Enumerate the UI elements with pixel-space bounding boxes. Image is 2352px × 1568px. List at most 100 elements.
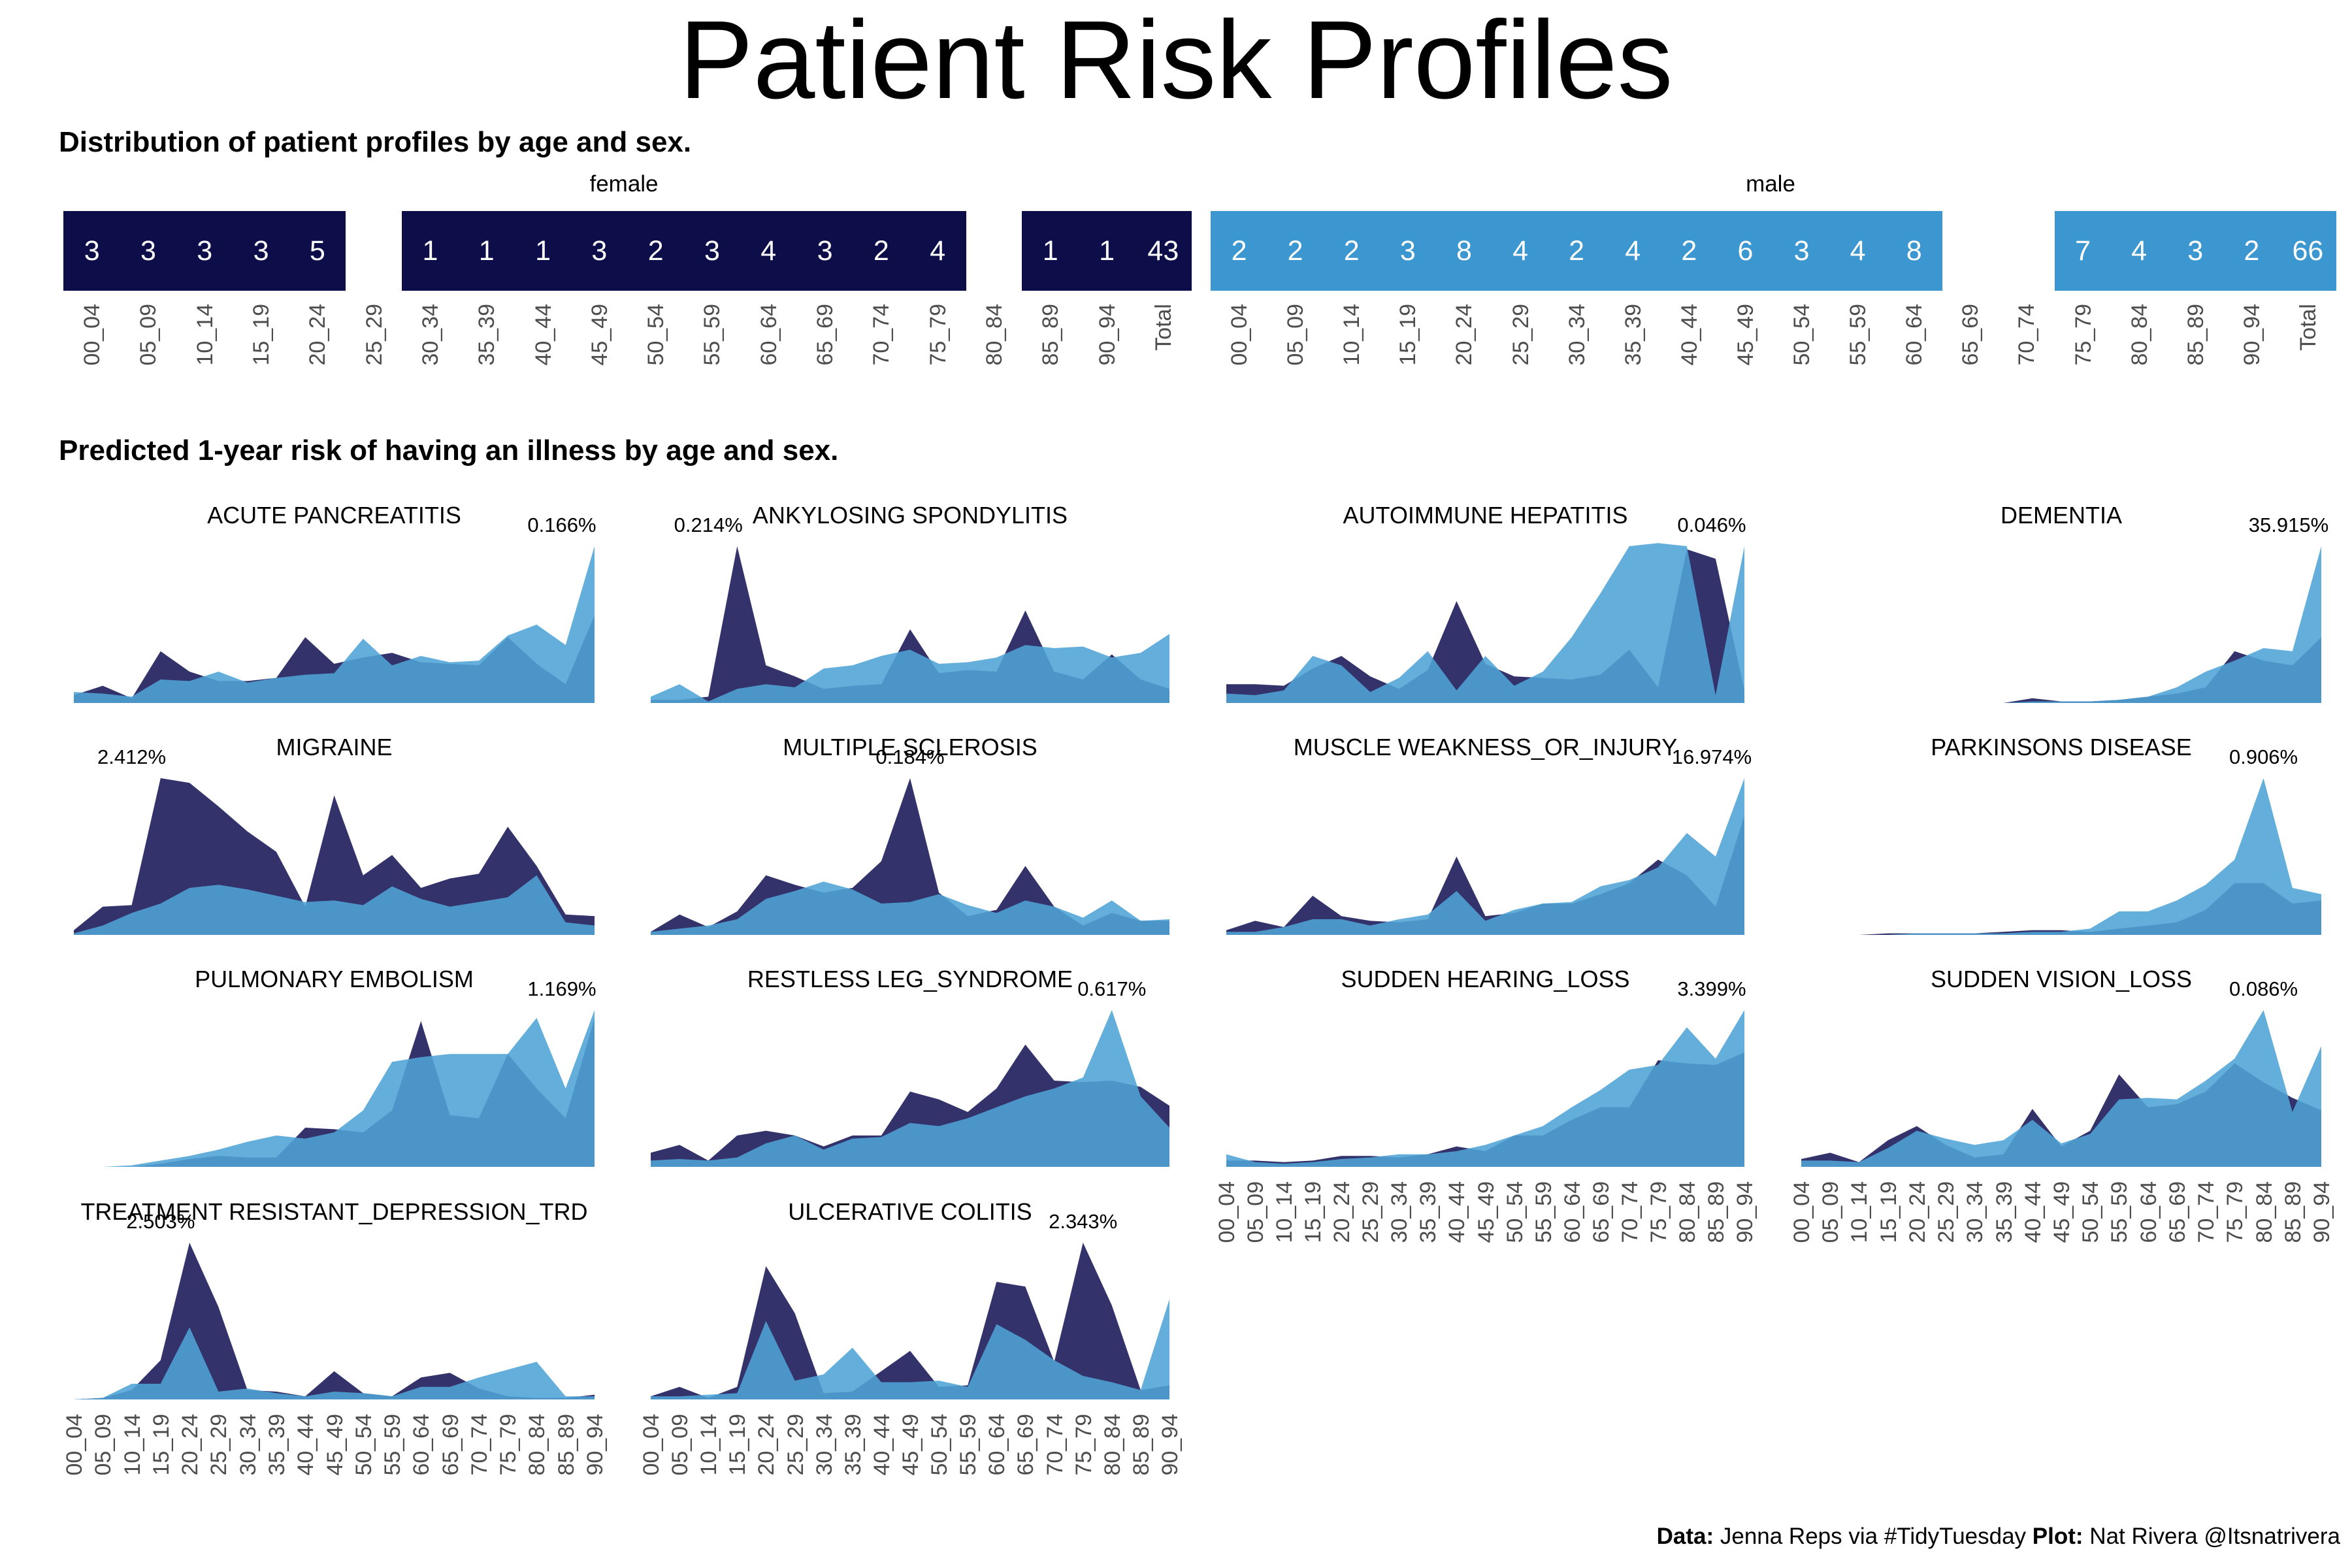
female-age-tick: 60_64: [756, 304, 781, 366]
age-axis-tick: 85_89: [553, 1414, 579, 1476]
female-count-cell: 3: [176, 211, 233, 291]
panel-title: AUTOIMMUNE HEPATITIS: [1343, 502, 1628, 529]
female-count-cell: 4: [909, 211, 966, 291]
female-age-tick: 25_29: [361, 304, 387, 366]
male-risk-area: [74, 1327, 595, 1399]
male-count-cell: 4: [2110, 211, 2168, 291]
page-title: Patient Risk Profiles: [679, 0, 1673, 122]
panel-title: TREATMENT RESISTANT_DEPRESSION_TRD: [80, 1198, 588, 1225]
male-age-tick: 50_54: [1789, 304, 1815, 366]
male-age-tick: 40_44: [1676, 304, 1702, 366]
age-axis-tick: 45_49: [898, 1414, 923, 1476]
max-risk-label: 1.169%: [527, 977, 596, 1000]
female-age-tick: Total: [1151, 304, 1176, 351]
age-axis-tick: 05_09: [91, 1414, 116, 1476]
female-count-cell: 4: [740, 211, 797, 291]
age-axis-tick: 65_69: [1013, 1414, 1039, 1476]
male-count-cell: 7: [2054, 211, 2112, 291]
female-age-tick: 15_19: [249, 304, 274, 366]
male-label: male: [1746, 171, 1795, 197]
male-risk-area: [74, 875, 595, 935]
panel-title: ULCERATIVE COLITIS: [788, 1198, 1032, 1225]
age-axis-tick: 20_24: [1330, 1181, 1355, 1243]
panel-title: SUDDEN HEARING_LOSS: [1341, 966, 1630, 992]
age-axis-tick: 20_24: [178, 1414, 203, 1476]
female-count-cell: 3: [120, 211, 177, 291]
age-axis-tick: 45_49: [2050, 1181, 2074, 1243]
risk-title: Predicted 1-year risk of having an illne…: [59, 434, 839, 466]
panel-title: SUDDEN VISION_LOSS: [1930, 966, 2193, 992]
age-axis-tick: 90_94: [1158, 1414, 1183, 1476]
max-risk-label: 2.412%: [97, 745, 167, 768]
age-axis-tick: 35_39: [1991, 1181, 2017, 1243]
age-axis-tick: 30_34: [235, 1414, 261, 1476]
age-axis-tick: 85_89: [2280, 1181, 2306, 1243]
age-axis-tick: 50_54: [2078, 1181, 2104, 1243]
max-risk-label: 16.974%: [1671, 745, 1752, 768]
max-risk-label: 35.915%: [2248, 514, 2329, 536]
age-axis-tick: 25_29: [1934, 1181, 1959, 1243]
panel-title: ACUTE PANCREATITIS: [207, 502, 461, 529]
max-risk-label: 0.046%: [1677, 514, 1746, 536]
male-age-tick: 90_94: [2239, 304, 2264, 366]
male-age-tick: 75_79: [2070, 304, 2096, 366]
male-risk-area: [1801, 546, 2321, 703]
panel-title: MUSCLE WEAKNESS_OR_INJURY: [1293, 734, 1678, 760]
age-axis-tick: 35_39: [264, 1414, 289, 1476]
female-age-tick: 20_24: [305, 304, 331, 366]
male-count-cell: 2: [1323, 211, 1380, 291]
female-risk-area: [651, 1243, 1169, 1399]
female-count-cell: 3: [232, 211, 290, 291]
age-axis-tick: 20_24: [1904, 1181, 1930, 1243]
age-axis-tick: 35_39: [1416, 1181, 1441, 1243]
age-axis-tick: 65_69: [438, 1414, 463, 1476]
age-axis-tick: 40_44: [1445, 1181, 1470, 1243]
female-age-tick: 75_79: [925, 304, 951, 366]
age-axis-tick: 90_94: [2310, 1181, 2334, 1243]
risk-area-plot: [74, 778, 595, 935]
male-age-tick: Total: [2295, 304, 2321, 351]
female-age-tick: 85_89: [1038, 304, 1064, 366]
age-axis-tick: 65_69: [2164, 1181, 2190, 1243]
male-risk-area: [651, 1299, 1169, 1399]
male-age-tick: 65_69: [1958, 304, 1984, 366]
max-risk-label: 0.617%: [1077, 977, 1147, 1000]
age-axis-tick: 40_44: [2020, 1181, 2046, 1243]
panel-title: DEMENTIA: [2000, 502, 2122, 529]
age-axis-tick: 50_54: [1502, 1181, 1527, 1243]
male-risk-area: [1801, 778, 2321, 935]
risk-area-plot: [1226, 778, 1744, 935]
age-axis-tick: 70_74: [2194, 1181, 2219, 1243]
panel-title: PARKINSONS DISEASE: [1931, 734, 2192, 760]
risk-area-plot: [651, 546, 1169, 703]
male-count-cell: 6: [1716, 211, 1774, 291]
age-axis-tick: 30_34: [811, 1414, 837, 1476]
female-age-tick: 50_54: [644, 304, 669, 366]
risk-area-plot: [651, 1243, 1169, 1399]
female-count-cell: 1: [1078, 211, 1135, 291]
female-age-tick: 30_34: [417, 304, 443, 366]
male-risk-area: [651, 1010, 1169, 1167]
max-risk-label: 0.166%: [527, 514, 596, 536]
panel-title: MULTIPLE SCLEROSIS: [783, 734, 1037, 760]
age-axis-tick: 90_94: [1733, 1181, 1757, 1243]
age-axis-tick: 25_29: [783, 1414, 808, 1476]
male-count-cell: 66: [2279, 211, 2336, 291]
risk-area-plot: [1226, 543, 1744, 703]
max-risk-label: 0.214%: [674, 514, 743, 536]
male-risk-area: [1226, 543, 1744, 703]
age-axis-tick: 60_64: [985, 1414, 1010, 1476]
age-axis-tick: 55_59: [1531, 1181, 1556, 1243]
age-axis-tick: 30_34: [1387, 1181, 1413, 1243]
male-risk-area: [1226, 1010, 1744, 1167]
male-count-cell: 2: [1548, 211, 1605, 291]
age-axis-tick: 90_94: [583, 1414, 608, 1476]
age-axis-tick: 60_64: [2136, 1181, 2161, 1243]
male-age-tick: 55_59: [1846, 304, 1871, 366]
age-axis-tick: 75_79: [2223, 1181, 2248, 1243]
age-axis-tick: 05_09: [1818, 1181, 1844, 1243]
male-count-cell: 2: [2223, 211, 2280, 291]
age-axis-tick: 85_89: [1703, 1181, 1729, 1243]
age-axis-tick: 80_84: [1100, 1414, 1125, 1476]
risk-area-plot: [1801, 546, 2321, 703]
